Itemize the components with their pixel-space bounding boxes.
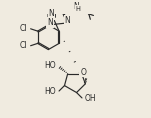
Text: Cl: Cl (20, 41, 27, 50)
FancyBboxPatch shape (48, 11, 55, 17)
Polygon shape (85, 78, 87, 82)
Text: HO: HO (44, 61, 56, 70)
Text: Cl: Cl (20, 24, 27, 33)
Text: N: N (47, 18, 53, 27)
Text: N: N (48, 9, 54, 18)
Text: H: H (76, 6, 80, 12)
Text: N: N (49, 10, 55, 19)
Text: O: O (80, 68, 86, 77)
Text: N: N (73, 2, 79, 11)
Text: OH: OH (85, 94, 97, 103)
Text: HO: HO (44, 87, 56, 96)
Text: N: N (65, 16, 70, 25)
